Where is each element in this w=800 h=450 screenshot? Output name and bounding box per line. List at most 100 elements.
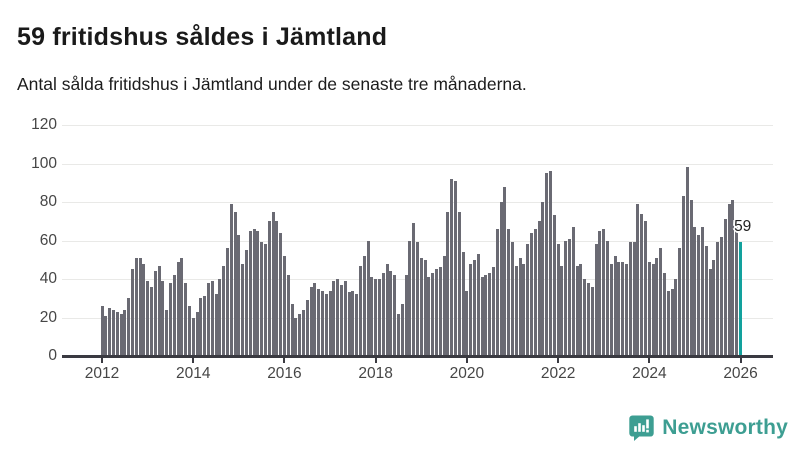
bar — [336, 279, 340, 356]
bar — [689, 200, 693, 356]
bar — [104, 315, 108, 356]
x-axis-tick — [739, 357, 742, 363]
bar — [385, 263, 389, 356]
bar — [575, 265, 579, 356]
bar — [138, 257, 142, 356]
latest-value-label: 59 — [734, 218, 752, 236]
bar — [172, 275, 176, 356]
bar — [701, 227, 705, 356]
bar — [142, 263, 146, 356]
bar — [511, 242, 514, 356]
bar — [606, 240, 610, 356]
bar — [108, 307, 112, 356]
bar — [267, 221, 271, 356]
bar — [176, 261, 180, 356]
x-axis-tick — [465, 357, 468, 363]
bar — [431, 273, 435, 356]
bar — [579, 263, 583, 356]
bar — [149, 286, 153, 356]
newsworthy-wordmark: Newsworthy — [662, 416, 788, 439]
bar — [324, 294, 328, 356]
x-axis-tick — [283, 357, 286, 363]
gridline — [62, 163, 773, 165]
bar — [480, 277, 484, 356]
bar-chart: 0 20 40 60 80 100 120 2012 2014 2016 2018 2020 2022… — [0, 116, 800, 408]
bar-highlighted — [739, 242, 743, 356]
bar — [358, 265, 362, 356]
bar — [678, 248, 682, 356]
bar — [495, 228, 499, 356]
bar — [617, 261, 621, 356]
bar — [598, 230, 602, 356]
bar — [697, 234, 701, 356]
newsworthy-logo-icon — [628, 414, 655, 442]
bar — [317, 288, 321, 356]
bar — [256, 230, 260, 356]
bar — [286, 275, 290, 356]
bar — [298, 313, 302, 356]
bar — [374, 279, 378, 356]
x-axis-tick-label: 2026 — [723, 365, 758, 382]
y-axis-tick-label: 20 — [39, 308, 57, 326]
bar — [355, 294, 359, 356]
bar — [488, 273, 492, 356]
bar — [708, 269, 712, 356]
bar — [632, 242, 636, 356]
y-axis-tick-label: 120 — [31, 116, 57, 133]
bar — [134, 257, 138, 356]
bar — [241, 263, 245, 356]
bar — [313, 282, 317, 356]
bar — [704, 246, 708, 356]
x-axis-tick — [557, 357, 560, 363]
bar — [492, 267, 495, 356]
bar — [229, 203, 233, 356]
bar — [609, 263, 613, 356]
bar — [370, 277, 374, 356]
bar — [659, 248, 663, 356]
bar — [252, 228, 256, 356]
y-axis-tick-label: 40 — [39, 270, 57, 287]
bar — [461, 252, 465, 356]
bar — [423, 259, 427, 356]
x-axis-tick-label: 2018 — [358, 365, 393, 382]
bar — [309, 286, 313, 356]
bar — [294, 317, 298, 356]
bar — [590, 286, 594, 356]
newsworthy-branding[interactable]: Newsworthy — [628, 414, 788, 442]
bar — [282, 255, 286, 356]
bar — [233, 211, 237, 356]
bar — [545, 173, 549, 356]
bar — [351, 290, 355, 356]
bar — [636, 203, 640, 356]
bar — [396, 313, 400, 356]
bar — [279, 232, 283, 356]
bar — [195, 311, 199, 356]
bar — [199, 298, 203, 356]
gridline — [62, 240, 773, 242]
x-axis-tick — [648, 357, 651, 363]
x-axis-tick-label: 2020 — [449, 365, 485, 382]
bar — [362, 255, 366, 356]
bar — [571, 227, 575, 356]
bar — [666, 290, 670, 356]
y-axis-tick-label: 80 — [39, 193, 57, 210]
bar — [290, 304, 294, 356]
bar — [670, 288, 674, 356]
bar — [161, 280, 165, 356]
bar — [210, 280, 214, 356]
bar — [526, 244, 530, 356]
bar — [674, 279, 678, 356]
bar — [130, 269, 134, 356]
gridline — [62, 125, 773, 126]
bar — [184, 282, 188, 356]
bar — [720, 236, 724, 356]
bar — [568, 238, 572, 356]
bar — [651, 263, 655, 356]
bar — [476, 253, 480, 356]
bar — [469, 263, 473, 356]
bar — [427, 277, 431, 356]
bar — [564, 240, 568, 356]
x-axis-tick — [374, 357, 377, 363]
bar — [647, 261, 651, 356]
